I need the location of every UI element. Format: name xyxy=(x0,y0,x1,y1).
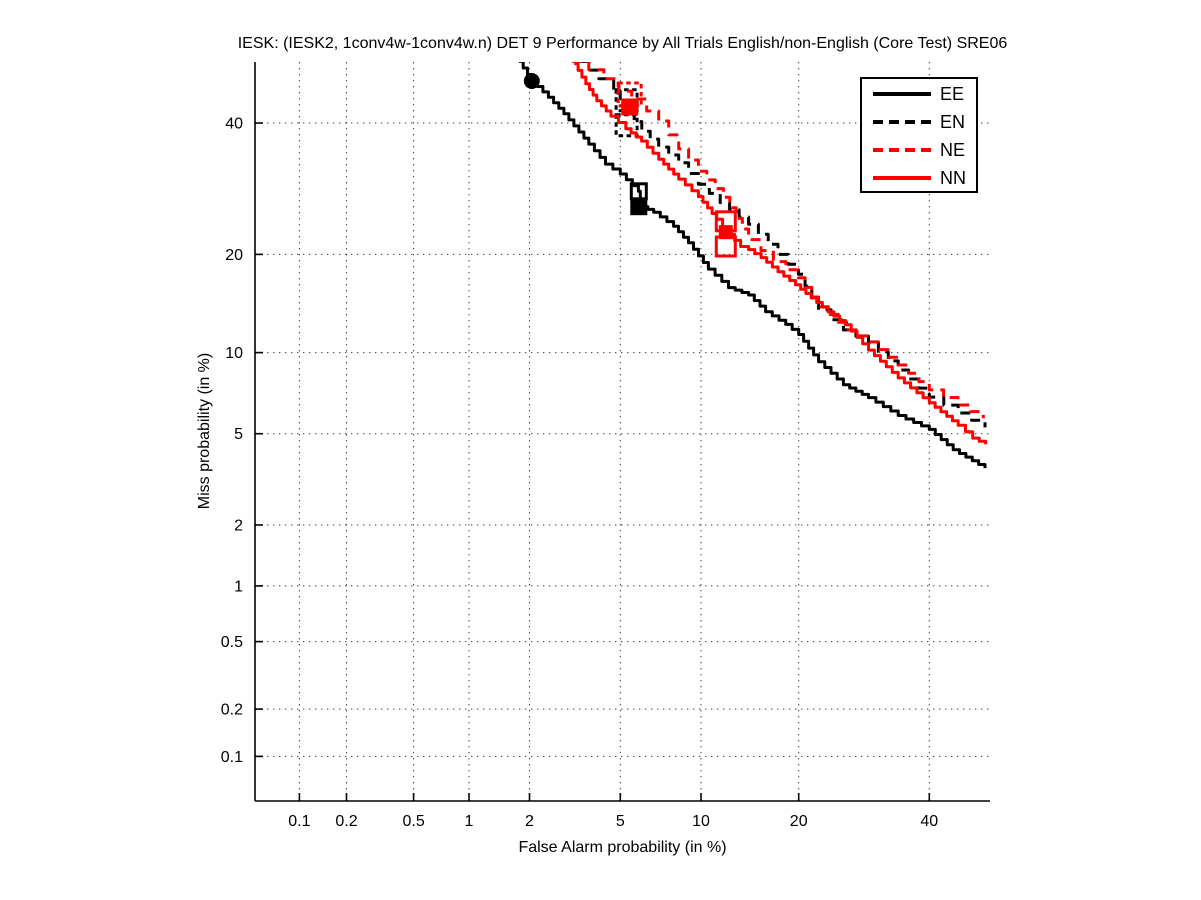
y-tick-label: 0.1 xyxy=(221,749,243,766)
legend-line-sample-ee xyxy=(873,92,931,96)
chart-title: IESK: (IESK2, 1conv4w-1conv4w.n) DET 9 P… xyxy=(237,35,1008,52)
marker-square-ne xyxy=(621,98,639,116)
y-tick-label: 5 xyxy=(234,426,243,443)
y-tick-label: 10 xyxy=(225,345,243,362)
y-tick-label: 0.5 xyxy=(221,634,243,651)
legend-label-ee: EE xyxy=(940,84,965,104)
marker-square-nn xyxy=(714,235,737,258)
legend-label-en: EN xyxy=(940,112,966,132)
y-tick-label: 0.2 xyxy=(221,702,243,719)
legend-item-ee: EE xyxy=(862,80,976,108)
legend-line-sample-ne xyxy=(873,148,931,152)
legend-item-ne: NE xyxy=(862,136,976,164)
curve-ee xyxy=(518,62,987,469)
markers-ee xyxy=(523,73,648,216)
legend-line-sample-nn xyxy=(873,176,931,180)
axes xyxy=(254,62,990,802)
x-tick-labels: 0.1 0.2 0.5 1 2 5 10 20 40 xyxy=(288,813,938,830)
x-tick-label: 0.5 xyxy=(402,813,424,830)
x-tick-label: 40 xyxy=(920,813,938,830)
legend-item-nn: NN xyxy=(862,164,976,192)
marker-square-ee xyxy=(630,198,648,216)
legend-item-en: EN xyxy=(862,108,976,136)
curve-ne xyxy=(571,62,985,419)
y-tick-label: 2 xyxy=(234,517,243,534)
y-tick-label: 1 xyxy=(234,578,243,595)
x-tick-label: 10 xyxy=(692,813,710,830)
x-tick-label: 0.1 xyxy=(288,813,310,830)
markers-ne xyxy=(616,81,643,116)
legend-line-sample-en xyxy=(873,120,931,124)
curves xyxy=(518,62,988,469)
markers-nn xyxy=(714,210,737,258)
y-tick-labels: 0.1 0.2 0.5 1 2 5 10 20 40 xyxy=(221,116,243,766)
x-tick-label: 1 xyxy=(465,813,474,830)
y-tick-label: 40 xyxy=(225,116,243,133)
legend-box: EE EN NE NN xyxy=(860,77,978,193)
marker-circle-ee xyxy=(523,73,540,89)
curve-en xyxy=(580,62,987,428)
marker-square-nn xyxy=(718,225,733,240)
x-tick-label: 20 xyxy=(790,813,808,830)
y-tick-label: 20 xyxy=(225,247,243,264)
legend-label-nn: NN xyxy=(940,168,966,188)
x-tick-label: 5 xyxy=(616,813,625,830)
curve-nn xyxy=(574,62,988,445)
legend-label-ne: NE xyxy=(940,140,966,160)
x-tick-label: 2 xyxy=(525,813,534,830)
x-tick-label: 0.2 xyxy=(335,813,357,830)
x-axis-label: False Alarm probability (in %) xyxy=(518,839,727,856)
